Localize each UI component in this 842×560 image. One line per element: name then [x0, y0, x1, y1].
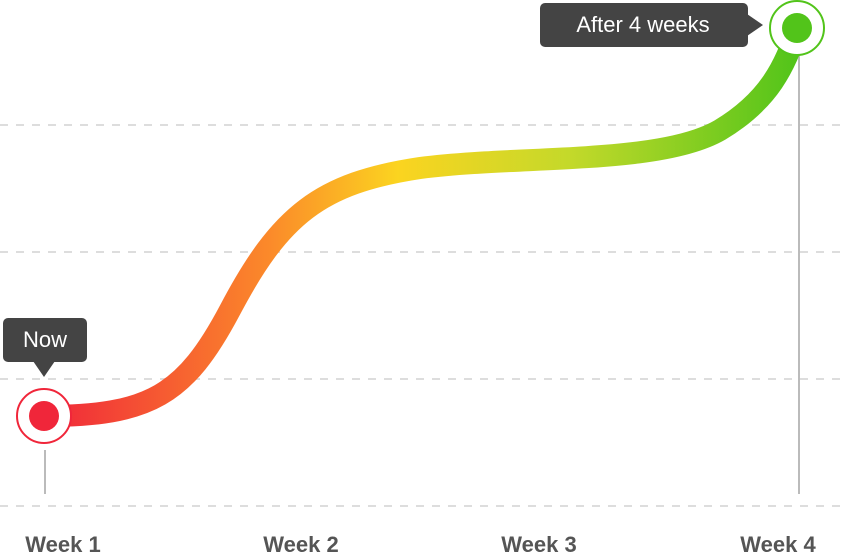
x-tick-label: Week 4 [740, 532, 816, 557]
tooltip-end: After 4 weeks [540, 3, 763, 47]
grid [0, 124, 842, 507]
x-tick-label: Week 2 [263, 532, 338, 557]
tooltip-box [3, 318, 87, 362]
x-tick-label: Week 3 [501, 532, 576, 557]
start-dot [29, 401, 59, 431]
end-dot [782, 13, 812, 43]
tooltip-text: Now [23, 327, 67, 352]
tooltip-arrow [33, 361, 55, 377]
x-axis-labels: Week 1 Week 2 Week 3 Week 4 [25, 532, 816, 557]
tooltip-arrow [747, 14, 763, 36]
tooltip-box [540, 3, 748, 47]
x-tick-label: Week 1 [25, 532, 100, 557]
tooltip-now: Now [3, 318, 87, 377]
progress-curve [33, 19, 808, 427]
tooltip-text: After 4 weeks [576, 12, 709, 37]
